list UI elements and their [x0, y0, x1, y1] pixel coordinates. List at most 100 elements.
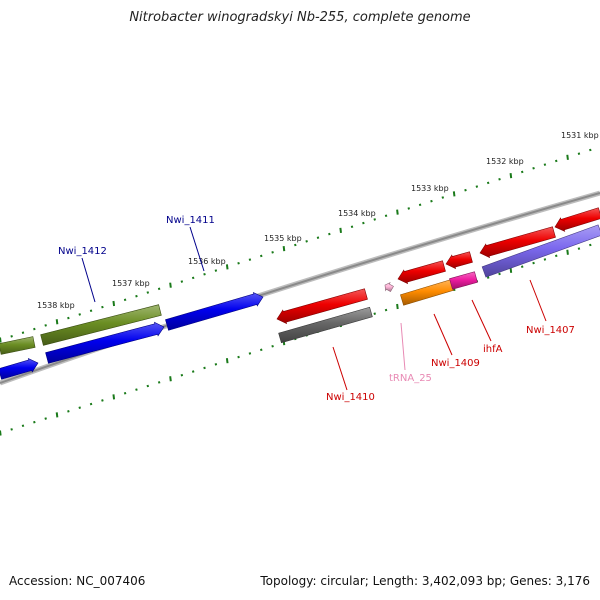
gene-leader-line: [471, 299, 492, 342]
genome-summary-text: Topology: circular; Length: 3,402,093 bp…: [260, 574, 590, 588]
gene-leader-line: [400, 322, 406, 371]
outer-scale-minor-tick: [123, 298, 127, 302]
inner-scale-major-tick: [169, 376, 172, 382]
feature-layer: [0, 207, 600, 380]
cds-blue-gene-nwi-1411: [165, 291, 264, 331]
cds-slate-gene-nwi-1407: [481, 224, 600, 278]
outer-scale-minor-tick: [180, 280, 184, 283]
inner-scale-minor-tick: [248, 352, 252, 355]
inner-scale-minor-tick: [78, 406, 81, 409]
outer-scale-minor-tick: [305, 240, 308, 243]
outer-scale-minor-tick: [441, 196, 445, 199]
outer-scale-major-tick: [55, 319, 59, 325]
outer-scale-minor-tick: [543, 163, 547, 166]
gene-label: tRNA_25: [389, 373, 432, 384]
outer-scale-minor-tick: [475, 185, 479, 188]
inner-scale-major-tick: [566, 249, 569, 255]
cds-red-gene: [479, 226, 556, 259]
inner-scale-minor-tick: [384, 308, 388, 312]
outer-scale-major-tick: [339, 227, 342, 234]
outer-scale-minor-tick: [101, 305, 104, 309]
cds-orange-gene-nwi-1409: [400, 279, 454, 306]
outer-scale-minor-tick: [532, 166, 535, 170]
cds-red-gene-nwi-1410: [276, 288, 368, 325]
gene-label: Nwi_1411: [166, 215, 215, 226]
outer-scale-minor-tick: [589, 148, 592, 152]
outer-scale-minor-tick: [78, 313, 81, 316]
outer-scale-minor-tick: [203, 272, 206, 276]
inner-scale-minor-tick: [89, 402, 93, 406]
inner-scale-minor-tick: [33, 420, 36, 424]
outer-scale-major-tick: [225, 264, 229, 270]
inner-scale-minor-tick: [146, 384, 150, 388]
outer-scale-minor-tick: [191, 276, 195, 280]
outer-scale-minor-tick: [577, 152, 581, 155]
gene-label: Nwi_1412: [58, 246, 107, 257]
genome-backbone-outer: [0, 190, 600, 386]
outer-scale-minor-tick: [214, 269, 218, 272]
inner-scale-minor-tick: [214, 363, 218, 366]
cds-red-gene: [554, 207, 600, 232]
outer-scale-minor-tick: [373, 218, 376, 221]
backbone-layer: [0, 190, 600, 386]
inner-scale-minor-tick: [520, 265, 524, 268]
outer-scale-minor-tick: [89, 309, 93, 313]
trna-feature: [384, 282, 394, 293]
outer-scale-minor-tick: [44, 324, 47, 327]
outer-scale-major-tick: [169, 282, 172, 288]
scale-label: 1532 kbp: [486, 157, 524, 166]
gene-label: ihfA: [483, 344, 503, 355]
gene-leader-line: [433, 313, 453, 356]
outer-scale-minor-tick: [520, 170, 524, 174]
outer-scale-minor-tick: [486, 181, 490, 185]
outer-scale-major-tick: [452, 191, 456, 197]
outer-scale-minor-tick: [294, 243, 297, 247]
inner-scale-minor-tick: [44, 417, 47, 420]
inner-scale-minor-tick: [237, 355, 240, 359]
outer-scale-minor-tick: [464, 188, 467, 192]
inner-scale-minor-tick: [589, 243, 592, 247]
gene-label: Nwi_1410: [326, 392, 375, 403]
inner-scale-minor-tick: [101, 399, 104, 402]
inner-scale-minor-tick: [373, 312, 376, 315]
outer-scale-minor-tick: [407, 207, 411, 210]
outer-scale-minor-tick: [271, 251, 274, 254]
outer-scale-major-tick: [566, 154, 569, 160]
inner-scale-minor-tick: [67, 410, 70, 413]
label-layer: 1531 kbp 1532 kbp 1533 kbp 1534 kbp 1535 kbp…: [37, 131, 599, 403]
gene-leader-line: [332, 346, 348, 391]
inner-scale-minor-tick: [123, 391, 127, 395]
outer-scale-major-tick: [396, 209, 399, 215]
cds-magenta-gene-ihfA: [449, 271, 478, 290]
inner-scale-minor-tick: [203, 366, 206, 370]
accession-text: Accession: NC_007406: [9, 574, 146, 588]
inner-scale-minor-tick: [135, 388, 138, 391]
gene-label: Nwi_1407: [526, 325, 575, 336]
outer-scale-minor-tick: [350, 225, 354, 229]
inner-scale-minor-tick: [191, 370, 195, 373]
outer-scale-minor-tick: [146, 291, 150, 294]
outer-scale-minor-tick: [67, 316, 70, 320]
outer-scale-minor-tick: [328, 232, 331, 236]
scale-label: 1533 kbp: [411, 184, 449, 193]
inner-scale-major-tick: [225, 358, 229, 364]
inner-scale-major-tick: [509, 267, 513, 273]
inner-scale-major-tick: [112, 394, 116, 400]
scale-label: 1536 kbp: [188, 257, 226, 266]
outer-scale-minor-tick: [157, 287, 161, 291]
inner-scale-minor-tick: [157, 381, 161, 384]
cds-blue-gene: [0, 357, 39, 380]
cds-olive-gene-nwi-1412: [40, 304, 162, 346]
scale-label: 1538 kbp: [37, 301, 75, 310]
inner-scale-minor-tick: [577, 247, 581, 250]
inner-scale-minor-tick: [543, 258, 547, 261]
outer-scale-minor-tick: [135, 294, 138, 298]
inner-scale-minor-tick: [10, 428, 13, 431]
cds-gray-gene: [278, 306, 373, 344]
scale-label: 1531 kbp: [561, 131, 599, 140]
outer-scale-minor-tick: [555, 159, 558, 163]
map-title: Nitrobacter winogradskyi Nb-255, complet…: [129, 10, 471, 25]
inner-scale-major-tick: [55, 412, 59, 418]
outer-scale-minor-tick: [498, 177, 501, 181]
